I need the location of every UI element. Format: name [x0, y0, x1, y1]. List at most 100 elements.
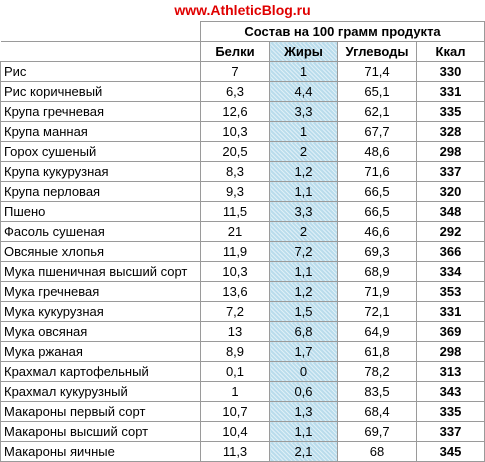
product-name-cell: Крупа манная — [0, 121, 201, 142]
carbs-cell: 69,7 — [337, 421, 417, 442]
carbs-cell: 65,1 — [337, 81, 417, 102]
carbs-cell: 48,6 — [337, 141, 417, 162]
product-name-cell: Крахмал кукурузный — [0, 381, 201, 402]
carbs-cell: 64,9 — [337, 321, 417, 342]
kcal-cell: 337 — [415, 161, 485, 182]
kcal-cell: 298 — [415, 141, 485, 162]
kcal-cell: 320 — [415, 181, 485, 202]
carbs-cell: 62,1 — [337, 101, 417, 122]
carbs-cell: 71,6 — [337, 161, 417, 182]
kcal-cell: 335 — [415, 401, 485, 422]
protein-cell: 9,3 — [200, 181, 270, 202]
fat-cell: 2,1 — [269, 441, 338, 462]
product-name-cell: Рис коричневый — [0, 81, 201, 102]
protein-cell: 1 — [200, 381, 270, 402]
table-row: Мука кукурузная 7,2 1,5 72,1 331 — [0, 301, 485, 322]
carbs-cell: 46,6 — [337, 221, 417, 242]
fat-cell: 6,8 — [269, 321, 338, 342]
kcal-cell: 334 — [415, 261, 485, 282]
carbs-cell: 67,7 — [337, 121, 417, 142]
fat-cell: 0 — [269, 361, 338, 382]
table-row: Крупа манная 10,3 1 67,7 328 — [0, 121, 485, 142]
protein-cell: 11,5 — [200, 201, 270, 222]
fat-cell: 1,5 — [269, 301, 338, 322]
product-name-cell: Крупа кукурузная — [0, 161, 201, 182]
carbs-cell: 61,8 — [337, 341, 417, 362]
fat-cell: 1,1 — [269, 261, 338, 282]
table-row: Фасоль сушеная 21 2 46,6 292 — [0, 221, 485, 242]
table-row: Макароны яичные 11,3 2,1 68 345 — [0, 441, 485, 462]
protein-cell: 11,3 — [200, 441, 270, 462]
table-row: Мука пшеничная высший сорт 10,3 1,1 68,9 334 — [0, 261, 485, 282]
kcal-cell: 335 — [415, 101, 485, 122]
kcal-cell: 353 — [415, 281, 485, 302]
carbs-cell: 68 — [337, 441, 417, 462]
protein-cell: 8,3 — [200, 161, 270, 182]
column-header-row: Белки Жиры Углеводы Ккал — [0, 41, 485, 62]
fat-cell: 2 — [269, 141, 338, 162]
column-header-protein: Белки — [200, 41, 270, 62]
kcal-cell: 331 — [415, 81, 485, 102]
product-name-cell: Фасоль сушеная — [0, 221, 201, 242]
protein-cell: 10,3 — [200, 261, 270, 282]
protein-cell: 7 — [200, 61, 270, 82]
carbs-cell: 71,9 — [337, 281, 417, 302]
protein-cell: 12,6 — [200, 101, 270, 122]
product-name-cell: Макароны высший сорт — [0, 421, 201, 442]
site-title: www.AthleticBlog.ru — [174, 2, 311, 18]
product-name-cell: Крупа гречневая — [0, 101, 201, 122]
protein-cell: 20,5 — [200, 141, 270, 162]
protein-cell: 13,6 — [200, 281, 270, 302]
carbs-cell: 66,5 — [337, 181, 417, 202]
carbs-cell: 71,4 — [337, 61, 417, 82]
product-name-cell: Мука гречневая — [0, 281, 201, 302]
table-row: Крахмал кукурузный 1 0,6 83,5 343 — [0, 381, 485, 402]
table-row: Крахмал картофельный 0,1 0 78,2 313 — [0, 361, 485, 382]
protein-cell: 7,2 — [200, 301, 270, 322]
fat-cell: 1,1 — [269, 421, 338, 442]
fat-cell: 1,2 — [269, 161, 338, 182]
table-row: Мука овсяная 13 6,8 64,9 369 — [0, 321, 485, 342]
kcal-cell: 313 — [415, 361, 485, 382]
protein-cell: 21 — [200, 221, 270, 242]
fat-cell: 1,1 — [269, 181, 338, 202]
product-name-cell: Овсяные хлопья — [0, 241, 201, 262]
carbs-cell: 68,4 — [337, 401, 417, 422]
column-header-fat: Жиры — [269, 41, 338, 62]
table-row: Крупа кукурузная 8,3 1,2 71,6 337 — [0, 161, 485, 182]
name-header-cell — [0, 41, 201, 62]
protein-cell: 10,7 — [200, 401, 270, 422]
carbs-cell: 78,2 — [337, 361, 417, 382]
kcal-cell: 366 — [415, 241, 485, 262]
kcal-cell: 343 — [415, 381, 485, 402]
fat-cell: 3,3 — [269, 101, 338, 122]
protein-cell: 0,1 — [200, 361, 270, 382]
table-row: Мука ржаная 8,9 1,7 61,8 298 — [0, 341, 485, 362]
kcal-cell: 337 — [415, 421, 485, 442]
fat-cell: 1 — [269, 121, 338, 142]
kcal-cell: 298 — [415, 341, 485, 362]
protein-cell: 10,3 — [200, 121, 270, 142]
table-row: Мука гречневая 13,6 1,2 71,9 353 — [0, 281, 485, 302]
product-name-cell: Мука кукурузная — [0, 301, 201, 322]
table-row: Овсяные хлопья 11,9 7,2 69,3 366 — [0, 241, 485, 262]
fat-cell: 7,2 — [269, 241, 338, 262]
corner-cell — [0, 21, 201, 42]
fat-cell: 1 — [269, 61, 338, 82]
product-name-cell: Горох сушеный — [0, 141, 201, 162]
product-name-cell: Крупа перловая — [0, 181, 201, 202]
column-header-kcal: Ккал — [415, 41, 485, 62]
protein-cell: 10,4 — [200, 421, 270, 442]
table-row: Рис 7 1 71,4 330 — [0, 61, 485, 82]
kcal-cell: 331 — [415, 301, 485, 322]
product-name-cell: Макароны яичные — [0, 441, 201, 462]
nutrition-table: Состав на 100 грамм продукта Белки Жиры … — [0, 21, 485, 462]
table-row: Крупа перловая 9,3 1,1 66,5 320 — [0, 181, 485, 202]
product-name-cell: Мука пшеничная высший сорт — [0, 261, 201, 282]
product-name-cell: Макароны первый сорт — [0, 401, 201, 422]
protein-cell: 13 — [200, 321, 270, 342]
table-row: Крупа гречневая 12,6 3,3 62,1 335 — [0, 101, 485, 122]
product-name-cell: Мука ржаная — [0, 341, 201, 362]
carbs-cell: 69,3 — [337, 241, 417, 262]
kcal-cell: 292 — [415, 221, 485, 242]
